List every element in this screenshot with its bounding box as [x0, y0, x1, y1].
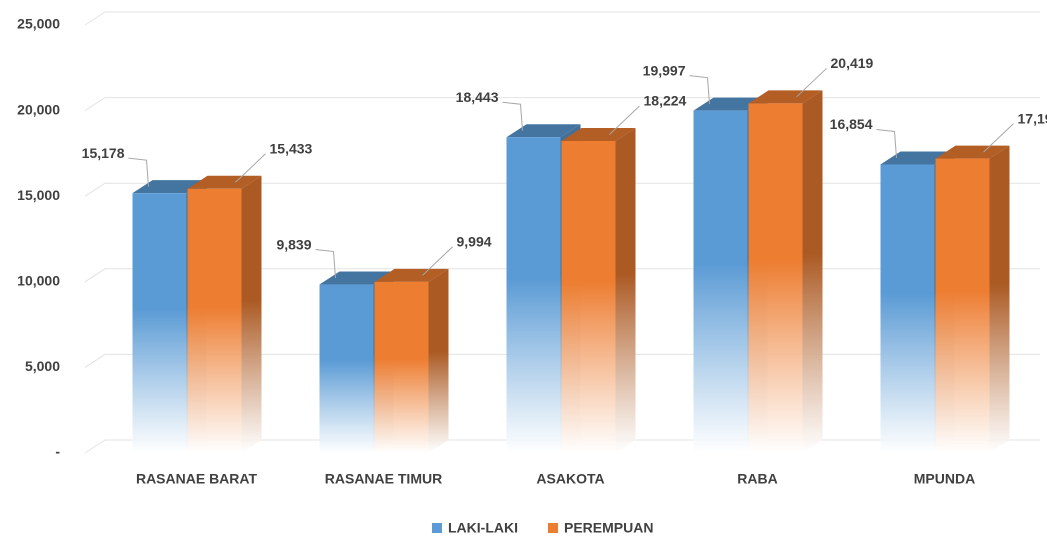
grid-line — [84, 97, 1040, 112]
leader-line — [128, 157, 149, 187]
leader-line — [876, 128, 897, 158]
value-label: 17,196 — [1018, 110, 1047, 126]
leader-line — [609, 105, 640, 135]
bar-front — [506, 137, 561, 453]
value-label: 19,997 — [643, 62, 686, 78]
value-label: 18,443 — [456, 89, 499, 105]
bar-side — [989, 145, 1010, 453]
grid-line — [84, 11, 1040, 26]
bar-side — [241, 175, 262, 453]
y-tick-label: - — [55, 444, 60, 460]
bar-top — [935, 145, 1010, 159]
bar — [374, 268, 449, 453]
leader-line — [315, 249, 336, 279]
y-tick-label: 15,000 — [17, 187, 60, 203]
value-label: 9,839 — [276, 236, 311, 252]
leader-line — [689, 75, 710, 105]
legend-swatch — [548, 523, 558, 533]
y-tick-label: 20,000 — [17, 101, 60, 117]
bar — [935, 145, 1010, 453]
x-tick-label: RASANAE TIMUR — [325, 471, 442, 487]
value-label: 16,854 — [830, 116, 873, 132]
bar-side — [802, 90, 823, 453]
bar-top — [506, 124, 581, 138]
leader-line — [796, 68, 827, 98]
bar-top — [561, 128, 636, 142]
bar-front — [748, 103, 803, 453]
bar — [748, 90, 823, 453]
bar-top — [187, 175, 262, 189]
value-label: 9,994 — [457, 234, 492, 250]
bar-front — [880, 164, 935, 453]
value-label: 15,433 — [270, 140, 313, 156]
y-tick-label: 5,000 — [25, 358, 60, 374]
leader-line — [422, 246, 453, 276]
x-tick-label: MPUNDA — [914, 471, 975, 487]
bar-front — [374, 281, 429, 453]
bar-side — [615, 128, 636, 453]
bar-front — [693, 110, 748, 453]
y-tick-label: 25,000 — [17, 16, 60, 32]
bar-front — [132, 193, 187, 453]
leader-line — [235, 153, 266, 183]
legend-label: LAKI-LAKI — [448, 520, 518, 536]
bar-side — [428, 268, 449, 453]
x-tick-label: ASAKOTA — [536, 471, 604, 487]
bar-top — [748, 90, 823, 104]
value-label: 18,224 — [644, 93, 687, 109]
legend-label: PEREMPUAN — [564, 520, 653, 536]
value-label: 20,419 — [831, 55, 874, 71]
leader-line — [502, 101, 523, 131]
bar — [561, 128, 636, 453]
bar-front — [187, 188, 242, 453]
leader-line — [983, 123, 1014, 153]
bar-top — [374, 268, 449, 282]
x-tick-label: RABA — [737, 471, 777, 487]
x-tick-label: RASANAE BARAT — [136, 471, 258, 487]
value-label: 15,178 — [82, 145, 125, 161]
bar-front — [935, 158, 990, 453]
bar-top — [319, 271, 394, 285]
legend-swatch — [432, 523, 442, 533]
bar-front — [561, 141, 616, 453]
bar — [187, 175, 262, 453]
bar-front — [319, 284, 374, 453]
y-tick-label: 10,000 — [17, 273, 60, 289]
